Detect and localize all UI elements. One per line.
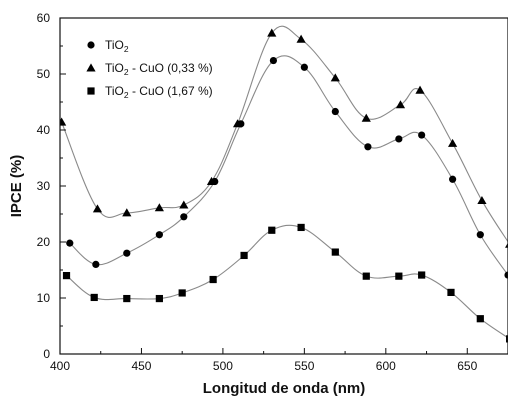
data-point-square [240,251,248,260]
data-point-circle [66,239,74,247]
data-point-triangle [505,242,508,248]
legend-marker-circle [87,41,95,49]
y-tick-label: 30 [37,179,51,193]
legend-label: TiO2 - CuO (0,33 %) [105,61,213,77]
data-point-circle [331,107,339,116]
y-tick-label: 0 [43,347,50,361]
data-point-triangle [92,204,103,213]
y-tick-label: 60 [37,11,51,25]
data-point-triangle [330,73,340,82]
data-point-square [331,248,339,256]
data-point-circle [395,135,403,143]
data-point-circle [180,213,188,221]
data-point-square [418,271,426,279]
data-point-square [90,293,98,302]
data-point-square [447,288,455,296]
data-point-circle [418,131,426,139]
data-point-square [62,272,71,280]
x-tick-label: 550 [294,359,314,373]
legend-item-triangle: TiO2 - CuO (0,33 %) [86,61,213,77]
data-point-triangle [296,34,306,43]
series-line-circle [69,55,508,276]
data-point-square [362,272,370,280]
data-point-square [395,272,403,280]
y-tick-label: 20 [37,235,51,249]
x-tick-label: 600 [376,359,396,373]
data-point-triangle [206,176,217,185]
legend-item-square: TiO2 - CuO (1,67 %) [87,84,213,100]
legend: TiO2 TiO2 - CuO (0,33 %) TiO2 - CuO (1,67 … [86,38,213,100]
y-tick-label: 40 [37,123,51,137]
y-axis-title: IPCE (%) [8,155,25,218]
legend-item-circle: TiO2 [87,38,129,54]
data-point-triangle [154,203,164,212]
data-point-circle [123,249,131,257]
data-point-square [209,275,217,284]
data-point-square [178,289,186,297]
data-point-circle [92,260,100,268]
x-tick-label: 500 [213,359,233,373]
data-point-circle [504,271,508,279]
legend-marker-triangle [86,63,96,72]
data-point-triangle [267,28,277,37]
data-point-circle [269,56,278,65]
y-tick-label: 10 [37,291,51,305]
x-axis: 400 450 500 550 600 650 [50,348,478,373]
data-point-square [506,335,508,343]
data-point-square [155,294,163,303]
legend-label: TiO2 [105,38,129,54]
data-point-triangle [395,100,406,109]
series-line-square [66,224,508,339]
data-point-triangle [361,113,371,122]
data-point-square [123,294,131,303]
data-point-circle [155,231,163,239]
data-point-triangle [477,195,487,205]
x-tick-label: 650 [457,359,477,373]
data-point-circle [449,175,457,183]
series-line-triangle [61,25,508,243]
data-point-circle [300,63,308,71]
y-tick-label: 50 [37,67,51,81]
data-point-circle [476,231,484,239]
series-markers [60,28,508,343]
data-point-triangle [179,200,189,209]
data-point-triangle [232,119,243,128]
data-point-triangle [448,138,458,147]
data-point-triangle [60,117,67,126]
legend-marker-square [87,87,95,95]
x-axis-title: Longitud de onda (nm) [203,380,365,397]
data-point-triangle [122,208,132,217]
x-tick-label: 450 [131,359,151,373]
series-lines [61,25,508,339]
data-point-square [476,315,484,323]
data-point-square [297,223,305,232]
data-point-square [268,226,276,234]
x-tick-label: 400 [50,359,70,373]
data-point-circle [364,143,372,151]
data-point-triangle [415,85,425,94]
legend-label: TiO2 - CuO (1,67 %) [105,84,213,100]
y-axis: 0 10 20 30 40 50 60 [37,11,66,361]
